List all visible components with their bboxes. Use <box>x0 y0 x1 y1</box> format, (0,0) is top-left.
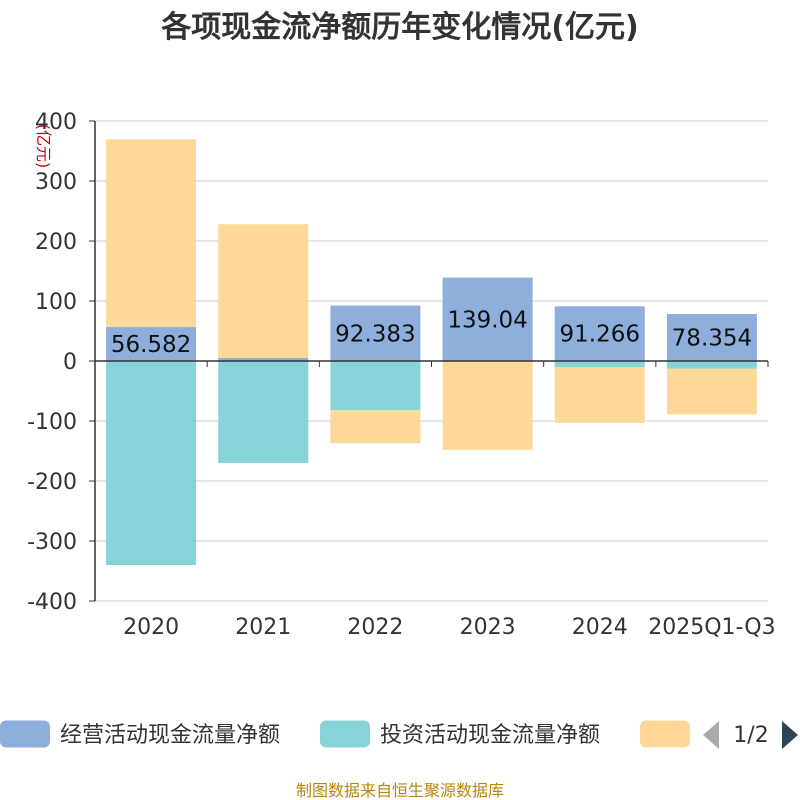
y-tick-label: 300 <box>35 170 77 195</box>
bar-series1-2023 <box>442 277 533 361</box>
legend-swatch <box>0 720 50 748</box>
y-tick-label: 200 <box>35 230 77 255</box>
bar-series1-2020 <box>106 327 197 361</box>
bar-series2-2020 <box>106 361 197 565</box>
source-note: 制图数据来自恒生聚源数据库 <box>296 781 504 800</box>
data-label: 92.383 <box>335 321 415 347</box>
bar-series2-2024 <box>554 361 645 367</box>
bar-series2-2021 <box>218 361 309 463</box>
x-tick-label: 2022 <box>347 615 403 640</box>
bar-series3-2021 <box>218 224 309 358</box>
y-axis-unit: (亿元) <box>34 124 53 169</box>
bar-series1-2022 <box>330 305 421 361</box>
data-label: 56.582 <box>111 332 191 358</box>
triangle-right-icon[interactable] <box>782 721 798 749</box>
bar-series3-2022 <box>330 410 421 444</box>
legend-item-2[interactable]: 投资活动现金流量净额 <box>320 720 600 749</box>
legend-page-indicator: 1/2 <box>733 723 768 748</box>
bar-series1-2021 <box>218 358 309 361</box>
bar-series1-2024 <box>554 306 645 361</box>
x-tick-label: 2020 <box>123 615 179 640</box>
triangle-left-icon[interactable] <box>703 721 719 749</box>
axes: -400 -300 -200 -100 0 100 200 300 400 2020 2021 202… <box>27 110 776 640</box>
legend: 经营活动现金流量净额 投资活动现金流量净额 1/2 <box>0 720 798 749</box>
bar-series2-2022 <box>330 361 421 411</box>
data-label: 139.04 <box>447 307 527 333</box>
x-tick-label: 2021 <box>235 615 291 640</box>
data-label: 78.354 <box>672 325 752 351</box>
bar-series3-2024 <box>554 367 645 423</box>
legend-label: 投资活动现金流量净额 <box>380 723 600 748</box>
grid-lines <box>95 120 768 602</box>
y-tick-label: 0 <box>63 350 77 375</box>
x-tick-label: 2024 <box>572 615 628 640</box>
y-tick-label: -300 <box>27 530 77 555</box>
bar-series2-2025Q1-Q3 <box>666 361 757 369</box>
bar-series3-2025Q1-Q3 <box>666 368 757 415</box>
y-tick-label: -100 <box>27 410 77 435</box>
y-tick-label: -200 <box>27 470 77 495</box>
x-tick-label: 2025Q1-Q3 <box>648 615 775 640</box>
chart-title: 各项现金流净额历年变化情况(亿元) <box>160 10 638 45</box>
data-labels: 56.582 92.383 139.04 91.266 78.354 <box>111 307 752 358</box>
bar-series1-2025Q1-Q3 <box>666 313 757 361</box>
legend-item-3[interactable] <box>640 720 690 748</box>
bar-series3-2020 <box>106 139 197 328</box>
legend-swatch <box>320 720 370 748</box>
legend-label: 经营活动现金流量净额 <box>60 723 280 748</box>
legend-swatch <box>640 720 690 748</box>
y-tick-label: -400 <box>27 590 77 615</box>
bars <box>106 139 757 565</box>
x-tick-label: 2023 <box>460 615 516 640</box>
bar-series3-2023 <box>442 361 533 450</box>
data-label: 91.266 <box>560 322 640 348</box>
y-tick-label: 100 <box>35 290 77 315</box>
legend-item-1[interactable]: 经营活动现金流量净额 <box>0 720 280 749</box>
y-tick-label: 400 <box>35 110 77 135</box>
